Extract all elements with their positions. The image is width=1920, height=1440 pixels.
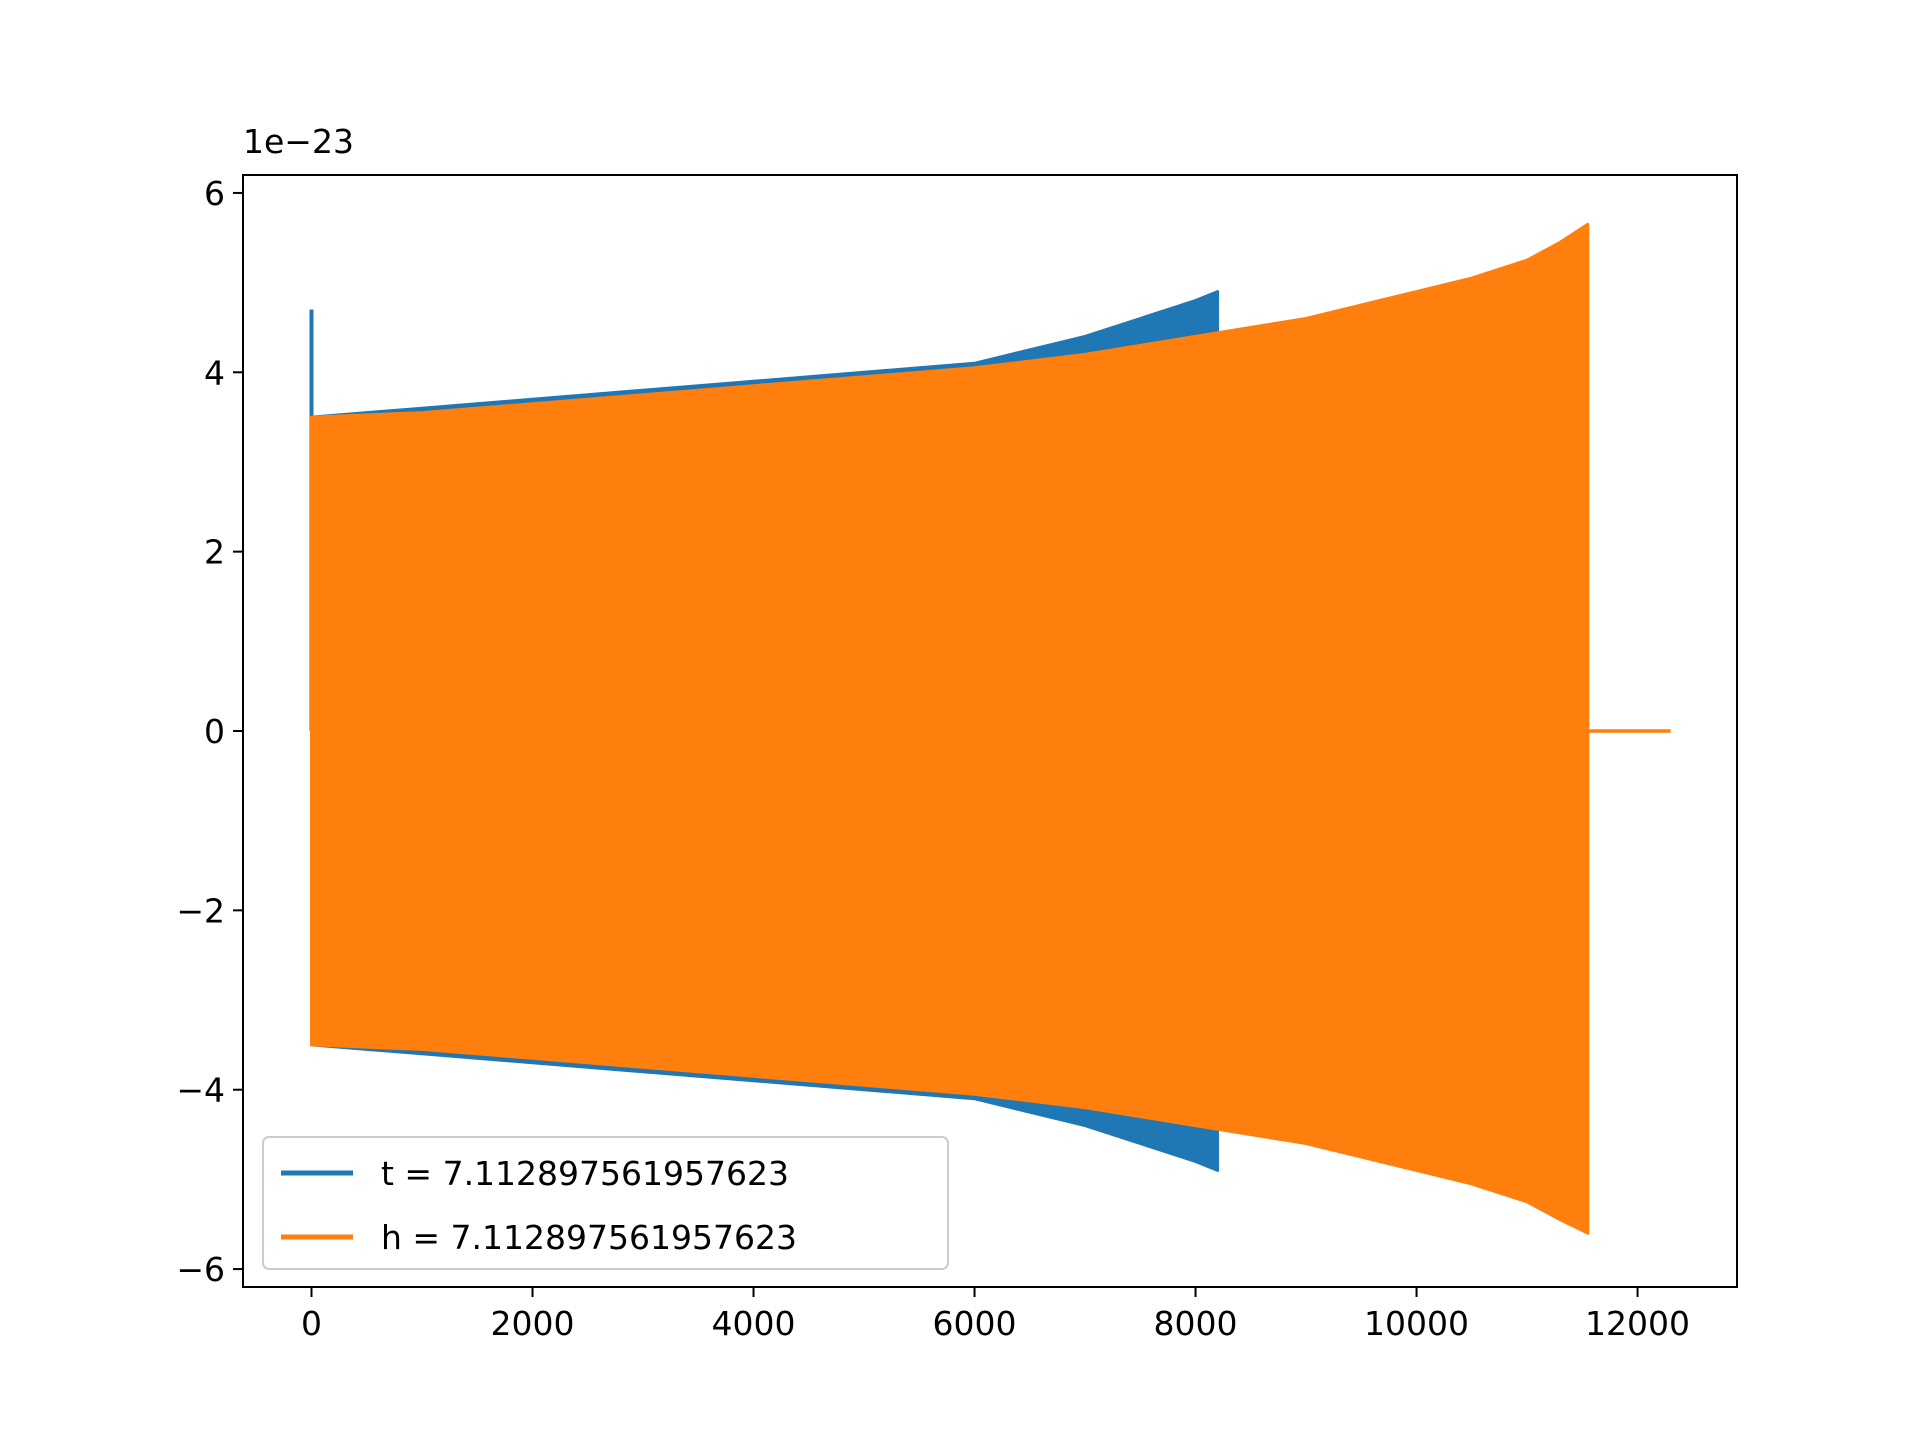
y-tick-label: −4 [176, 1071, 225, 1110]
y-tick-label: −2 [176, 891, 225, 930]
y-axis: −6 −4 −2 0 2 4 6 [176, 174, 243, 1289]
legend-entry-label: t = 7.112897561957623 [381, 1154, 789, 1193]
y-tick-label: −6 [176, 1250, 225, 1289]
series-envelope [310, 222, 1590, 1235]
x-tick-label: 2000 [491, 1304, 575, 1343]
x-tick-label: 4000 [712, 1304, 796, 1343]
y-offset-label: 1e−23 [243, 122, 354, 161]
series-h [310, 222, 1671, 1235]
legend-entry-label: h = 7.112897561957623 [381, 1218, 797, 1257]
y-tick-label: 2 [204, 533, 225, 572]
y-tick-label: 4 [204, 353, 225, 392]
legend-box [262, 1136, 949, 1270]
legend: t = 7.112897561957623 h = 7.1128975619576… [262, 1136, 949, 1270]
x-tick-label: 12000 [1585, 1304, 1690, 1343]
y-tick-label: 0 [204, 712, 225, 751]
plot-area [309, 222, 1671, 1235]
y-tick-label: 6 [204, 174, 225, 213]
x-tick-label: 6000 [933, 1304, 1017, 1343]
x-tick-label: 8000 [1154, 1304, 1238, 1343]
x-tick-label: 10000 [1364, 1304, 1469, 1343]
x-tick-label: 0 [301, 1304, 322, 1343]
x-axis: 0 2000 4000 6000 8000 10000 12000 [301, 1287, 1690, 1343]
